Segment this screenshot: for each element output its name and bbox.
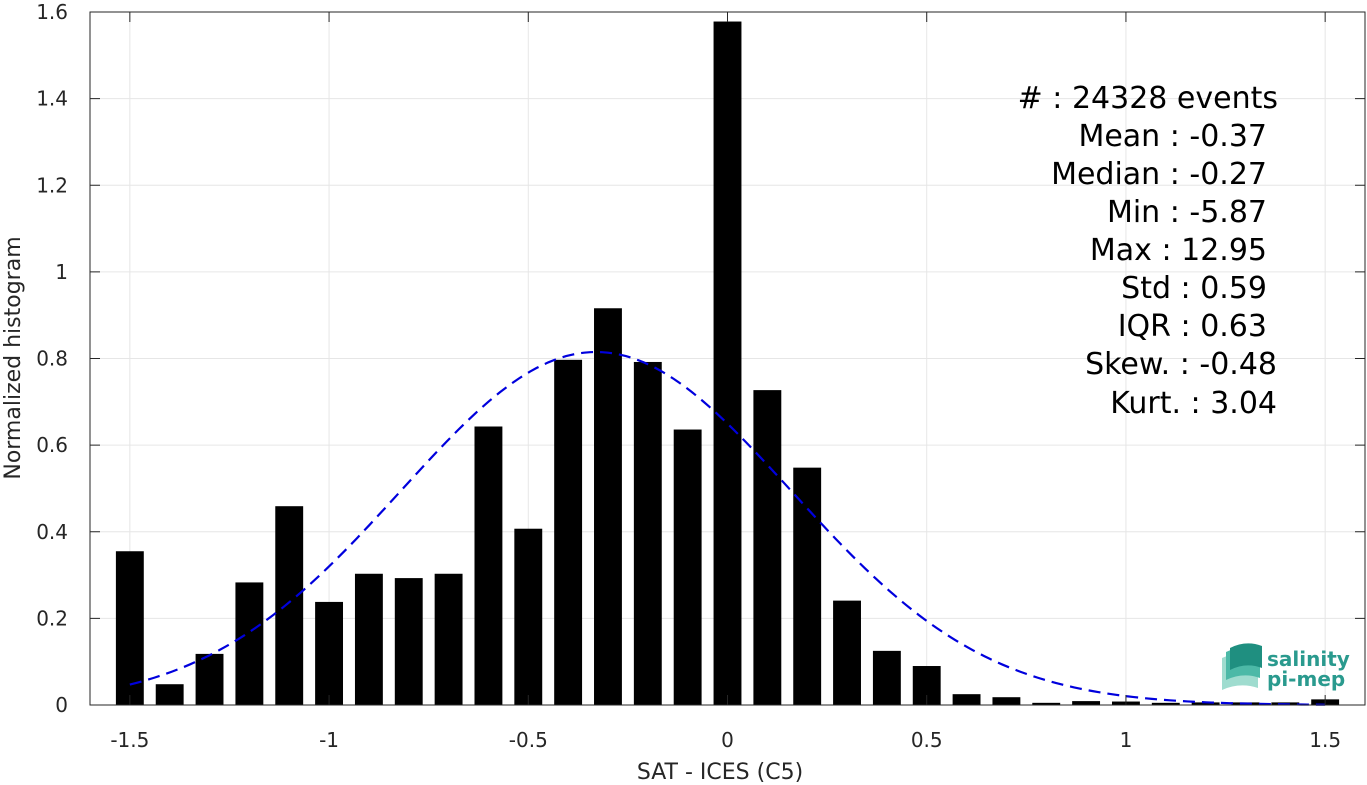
x-axis-ticks: -1.5 -1 -0.5 0 0.5 1 1.5 [110, 12, 1341, 752]
x-tick-label: 1.5 [1309, 728, 1341, 752]
histogram-bar [793, 467, 822, 705]
wave-icon [1222, 643, 1262, 690]
bars [115, 21, 1340, 706]
stat-events: # : 24328 events [1018, 81, 1278, 116]
histogram-bar [554, 359, 583, 705]
histogram-bar [952, 694, 981, 705]
stat-max: Max : 12.95 [1090, 233, 1267, 268]
stat-iqr: IQR : 0.63 [1118, 309, 1267, 344]
histogram-bar [633, 361, 662, 705]
y-tick-label: 0.4 [36, 520, 68, 544]
stat-kurtosis: Kurt. : 3.04 [1110, 386, 1277, 421]
x-tick-label: 0.5 [911, 728, 943, 752]
x-axis-title: SAT - ICES (C5) [637, 760, 803, 785]
histogram-bar [195, 653, 224, 705]
stat-min: Min : -5.87 [1107, 195, 1267, 230]
x-tick-label: -1.5 [110, 728, 149, 752]
histogram-bar [872, 650, 901, 705]
salinity-pi-mep-logo: salinity pi-mep [1222, 643, 1350, 691]
y-tick-label: 0.6 [36, 433, 68, 457]
stat-std: Std : 0.59 [1121, 271, 1267, 306]
histogram-bar [1072, 701, 1101, 705]
histogram-bar [434, 573, 463, 705]
normal-fit-curve [129, 350, 1326, 706]
y-tick-label: 1.2 [36, 173, 68, 197]
stat-median: Median : -0.27 [1051, 157, 1267, 192]
y-tick-label: 0.2 [36, 606, 68, 630]
histogram-bar [713, 21, 742, 706]
logo-line-2: pi-mep [1267, 667, 1345, 691]
x-tick-label: -0.5 [509, 728, 548, 752]
y-tick-label: 1.6 [36, 0, 68, 24]
histogram-bar [354, 573, 383, 705]
histogram-bar [235, 582, 264, 705]
histogram-bar [315, 601, 344, 705]
histogram-bar [474, 426, 503, 705]
stat-mean: Mean : -0.37 [1078, 119, 1267, 154]
histogram-bar [275, 506, 304, 705]
y-axis-ticks: 0 0.2 0.4 0.6 0.8 1 1.2 1.4 1.6 [36, 0, 1365, 717]
y-tick-label: 1 [55, 260, 68, 284]
y-tick-label: 0 [55, 693, 68, 717]
histogram-bar [394, 578, 423, 705]
histogram-bar [1191, 702, 1220, 705]
histogram-bar [992, 697, 1021, 705]
histogram-bar [115, 551, 144, 705]
statistics-panel: # : 24328 events Mean : -0.37 Median : -… [1018, 81, 1278, 421]
y-tick-label: 1.4 [36, 87, 68, 111]
histogram-bar [753, 390, 782, 705]
histogram-bar [1151, 702, 1180, 705]
y-tick-label: 0.8 [36, 347, 68, 371]
logo-line-1: salinity [1267, 647, 1350, 671]
histogram-bar [514, 528, 543, 705]
histogram-bar [155, 684, 184, 705]
histogram-bar [594, 308, 622, 705]
x-tick-label: -1 [319, 728, 339, 752]
x-tick-label: 1 [1120, 728, 1133, 752]
histogram-bar [1032, 702, 1061, 705]
x-tick-label: 0 [721, 728, 734, 752]
histogram-bar [833, 600, 861, 705]
histogram-bar [673, 429, 702, 705]
y-axis-title: Normalized histogram [1, 236, 26, 479]
stat-skewness: Skew. : -0.48 [1085, 347, 1277, 382]
